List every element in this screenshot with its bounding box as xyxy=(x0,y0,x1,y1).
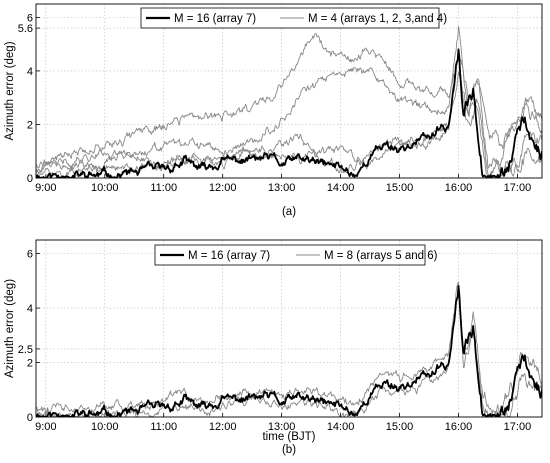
x-tick-label: 14:00 xyxy=(327,182,355,194)
x-tick-label: 15:00 xyxy=(386,421,414,433)
x-tick-label: 16:00 xyxy=(445,421,473,433)
y-tick-label: 6 xyxy=(27,12,33,24)
axes-frame xyxy=(35,3,543,179)
y-tick-label: 2 xyxy=(27,119,33,131)
axes-frame xyxy=(35,239,543,418)
x-tick-label: 13:00 xyxy=(268,182,296,194)
series-line-m16 xyxy=(36,285,542,417)
legend-label: M = 8 (arrays 5 and 6) xyxy=(324,250,438,262)
y-tick-label: 0 xyxy=(27,412,33,424)
x-tick-label: 14:00 xyxy=(327,421,355,433)
x-tick-label: 13:00 xyxy=(268,421,296,433)
x-tick-label: 11:00 xyxy=(150,421,177,433)
x-tick-label: 15:00 xyxy=(386,182,414,194)
plot-area xyxy=(36,240,542,417)
legend-box xyxy=(154,244,426,266)
series-line-gray xyxy=(36,281,542,415)
plot-area xyxy=(36,4,542,178)
x-tick-label: 16:00 xyxy=(445,182,473,194)
x-tick-label: 12:00 xyxy=(209,421,237,433)
y-tick-label: 4 xyxy=(27,303,33,315)
x-tick-label: 10:00 xyxy=(91,421,119,433)
legend: M = 16 (array 7) M = 8 (arrays 5 and 6) xyxy=(154,244,438,266)
panel-label: (a) xyxy=(282,206,296,218)
panel-a-chart: 9:00 10:00 11:00 12:00 13:00 14:00 15:00 16:00 1… xyxy=(4,3,543,218)
panel-b-chart: 9:00 10:00 11:00 12:00 13:00 14:00 15:00 16:00 1… xyxy=(4,239,543,456)
legend-label: M = 16 (array 7) xyxy=(188,250,270,262)
y-tick-label: 4 xyxy=(27,66,33,78)
y-axis-label: Azimuth error (deg) xyxy=(4,41,16,140)
legend-label: M = 16 (array 7) xyxy=(174,13,256,25)
panel-label: (b) xyxy=(282,444,296,456)
y-tick-label: 2 xyxy=(27,358,33,370)
x-axis-label: time (BJT) xyxy=(262,431,315,443)
x-tick-label: 11:00 xyxy=(150,182,177,194)
y-tick-label: 0 xyxy=(27,173,33,185)
legend-label: M = 4 (arrays 1, 2, 3,and 4) xyxy=(308,13,447,25)
x-tick-label: 12:00 xyxy=(209,182,237,194)
x-tick-label: 10:00 xyxy=(91,182,119,194)
y-tick-label: 6 xyxy=(27,249,33,261)
x-tick-label: 17:00 xyxy=(504,421,532,433)
series-line-m16 xyxy=(36,48,542,178)
x-tick-label: 9:00 xyxy=(35,182,56,194)
x-tick-label: 9:00 xyxy=(35,421,56,433)
y-tick-label: 5.6 xyxy=(18,23,33,35)
y-axis-label: Azimuth error (deg) xyxy=(4,279,16,378)
legend: M = 16 (array 7) M = 4 (arrays 1, 2, 3,an… xyxy=(140,7,447,29)
x-tick-label: 17:00 xyxy=(504,182,532,194)
y-tick-label: 2.5 xyxy=(18,344,33,356)
